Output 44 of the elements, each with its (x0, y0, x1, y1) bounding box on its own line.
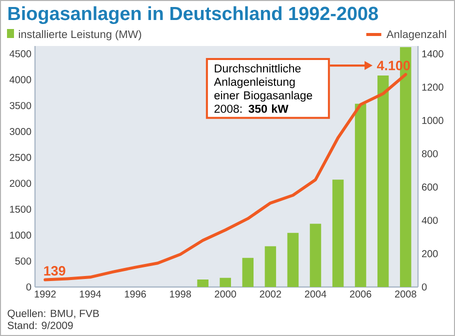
bar (332, 180, 344, 287)
y-tick-label: 2500 (10, 154, 32, 161)
bar (197, 280, 208, 287)
data-label: 139 (44, 266, 66, 276)
bar (287, 232, 299, 287)
text: Stand: 9/2009 (8, 321, 73, 330)
y-tick-label: 2000 (10, 180, 32, 187)
x-tick-label: 1992 (34, 290, 56, 298)
legend-label: Anlagenzahl (386, 30, 446, 40)
x-tick-label: 1998 (170, 290, 191, 298)
chart-title: Biogasanlagen in Deutschland 1992-2008 (8, 6, 378, 24)
y2-tick-label: 1400 (422, 50, 444, 58)
x-tick-label: 1994 (80, 290, 101, 298)
y-tick-label: 3500 (10, 102, 32, 110)
y2-tick-label: 0 (422, 283, 427, 291)
bar (242, 258, 254, 287)
y2-tick-label: 1200 (422, 84, 444, 91)
y-tick-label: 1500 (10, 206, 32, 213)
bar (377, 75, 389, 287)
y2-tick-label: 1000 (422, 116, 444, 124)
y2-tick-label: 800 (422, 150, 438, 158)
x-tick-label: 2006 (350, 290, 372, 298)
y-tick-label: 1000 (10, 232, 32, 239)
bar (220, 278, 232, 287)
y-tick-label: 3000 (10, 128, 32, 136)
y-tick-label: 0 (26, 283, 32, 291)
x-tick-label: 2000 (214, 290, 236, 298)
y-tick-label: 4000 (10, 76, 32, 84)
x-tick-label: 1996 (124, 290, 146, 298)
line-series (44, 73, 408, 282)
x-tick-label: 2004 (304, 290, 326, 298)
x-tick-label: 2002 (260, 290, 282, 298)
legend-label: installierte Leistung (MW) (18, 30, 142, 40)
annotation: Durchschnittliche Anlagenleistung einer Biogasanlage 2008: 350 kW (214, 64, 312, 113)
y-tick-label: 500 (15, 258, 32, 265)
bar (310, 224, 322, 287)
bar (354, 104, 366, 287)
y2-tick-label: 200 (422, 250, 438, 258)
bar (264, 246, 276, 287)
y-tick-label: 4500 (10, 50, 32, 58)
x-tick-label: 2008 (395, 290, 416, 298)
y2-tick-label: 400 (422, 216, 438, 224)
source-note: Quellen: BMU, FVB (8, 309, 99, 319)
y2-tick-label: 600 (422, 184, 438, 191)
